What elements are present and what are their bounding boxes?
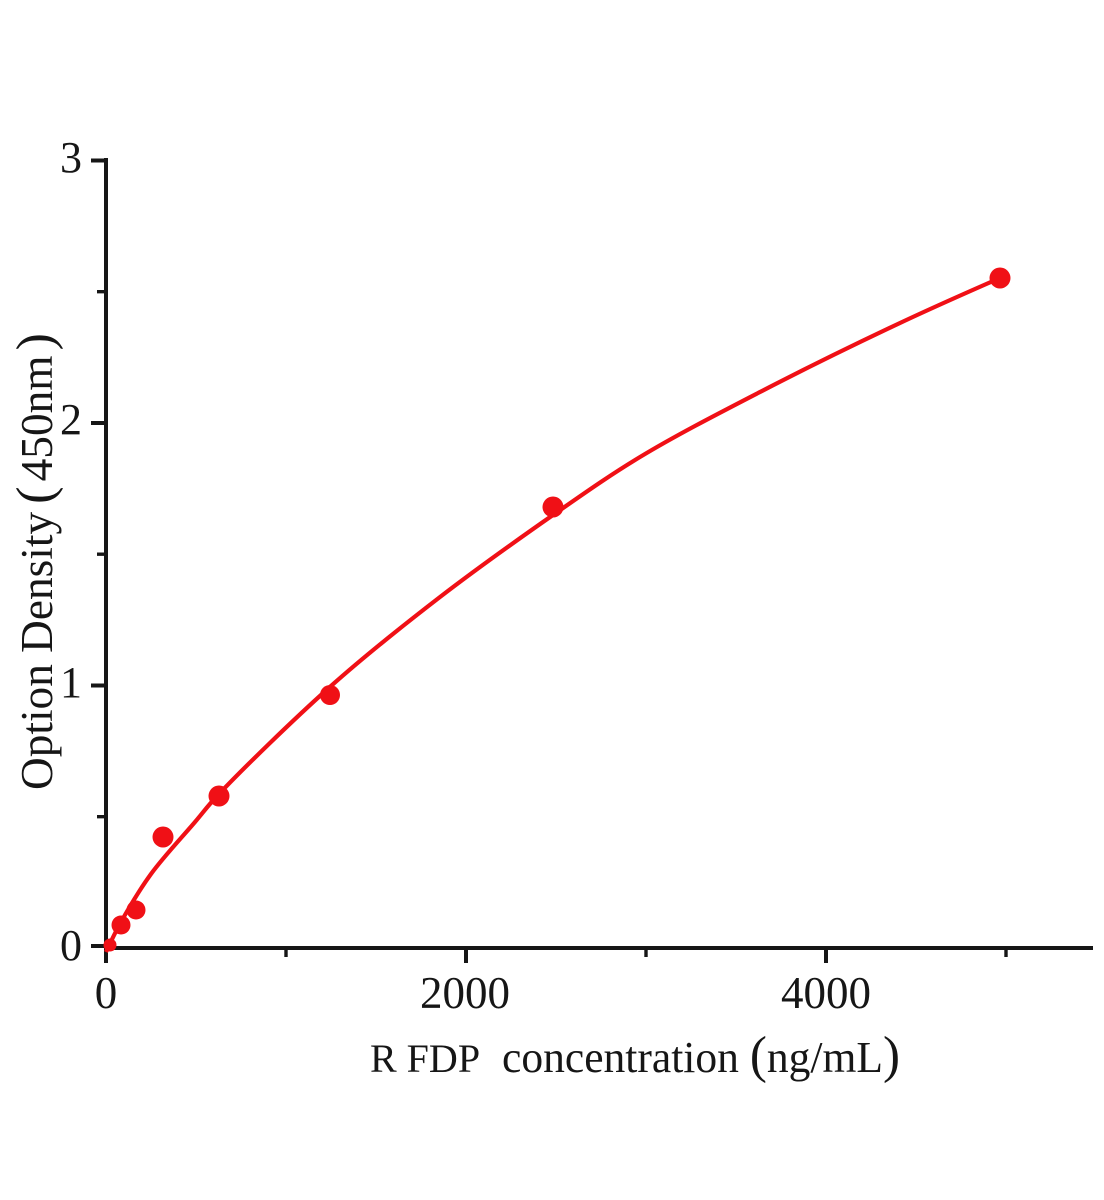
svg-text:2: 2	[60, 395, 82, 444]
svg-text:Option Density(450nm): Option Density(450nm)	[7, 333, 64, 790]
svg-text:0: 0	[95, 968, 118, 1018]
svg-text:1: 1	[60, 658, 82, 707]
svg-text:3: 3	[60, 133, 82, 182]
svg-text:concentration (ng/mL): concentration (ng/mL)	[502, 1027, 900, 1084]
svg-text:4000: 4000	[781, 968, 871, 1018]
svg-text:R FDP: R FDP	[370, 1036, 480, 1081]
svg-text:2000: 2000	[420, 968, 510, 1018]
svg-text:0: 0	[60, 921, 82, 970]
